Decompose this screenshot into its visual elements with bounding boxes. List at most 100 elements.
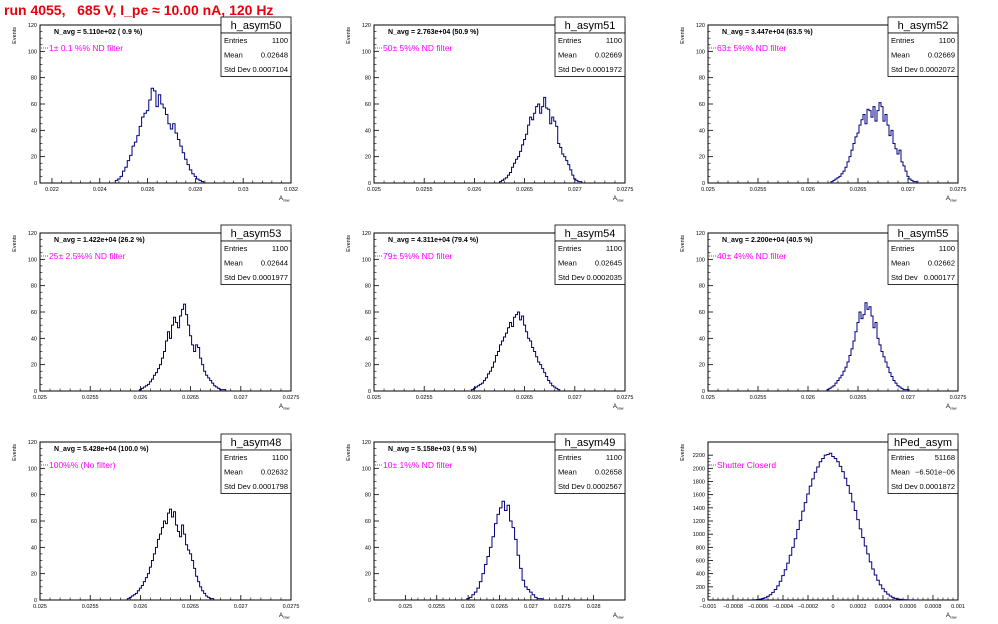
x-tick-label: 0.027 xyxy=(901,187,915,193)
y-tick-label: 40 xyxy=(31,545,37,551)
y-tick-label: 120 xyxy=(362,231,371,237)
stats-label: Mean xyxy=(891,468,910,477)
x-tick-label: 0.0255 xyxy=(750,395,767,401)
y-tick-label: 20 xyxy=(31,155,37,161)
page-title: run 4055, 685 V, I_pe ≈ 10.00 nA, 120 Hz xyxy=(4,2,274,18)
x-axis-label-sub: raw xyxy=(283,198,290,203)
filter-label: 10± 1%% ND filter xyxy=(383,460,453,470)
navg-label: N_avg = 3.447e+04 (63.5 %) xyxy=(722,29,813,36)
stats-label: Mean xyxy=(891,259,910,268)
stats-value: 0.0002567 xyxy=(587,482,622,491)
stats-value: 1100 xyxy=(272,36,288,45)
x-tick-label: 0.026 xyxy=(141,187,155,193)
navg-label: N_avg = 1.422e+04 (26.2 %) xyxy=(54,237,145,244)
x-tick-label: 0.025 xyxy=(367,187,381,193)
stats-label: Entries xyxy=(558,453,582,462)
x-tick-label: 0.0265 xyxy=(850,187,867,193)
x-tick-label: 0.027 xyxy=(234,395,248,401)
histogram-series xyxy=(751,452,915,601)
stats-label: Std Dev xyxy=(891,65,918,74)
histogram-name: h_asym48 xyxy=(231,437,282,449)
stats-value: 0.0002035 xyxy=(587,273,622,282)
x-axis-label-sub: raw xyxy=(950,406,957,411)
y-tick-label: 0 xyxy=(34,598,37,604)
y-tick-label: 80 xyxy=(365,76,371,82)
x-tick-label: 0.028 xyxy=(188,187,202,193)
x-tick-label: 0.0265 xyxy=(491,604,508,610)
y-tick-label: 40 xyxy=(365,336,371,342)
navg-label: N_avg = 2.200e+04 (40.5 %) xyxy=(722,237,813,244)
x-axis-label-sub: raw xyxy=(283,615,290,620)
y-tick-label: 40 xyxy=(365,545,371,551)
filter-label: 50± 5%% ND filter xyxy=(383,43,453,53)
y-tick-label: 40 xyxy=(365,128,371,134)
x-tick-label: 0.024 xyxy=(93,187,107,193)
stats-label: Entries xyxy=(558,244,582,253)
y-tick-label: 0 xyxy=(368,181,371,187)
y-tick-label: 60 xyxy=(365,519,371,525)
y-tick-label: 120 xyxy=(362,23,371,29)
x-tick-label: −0.0002 xyxy=(798,604,818,610)
navg-label: N_avg = 5.110e+02 ( 0.9 %) xyxy=(54,29,142,36)
y-tick-label: 80 xyxy=(31,284,37,290)
y-tick-label: 20 xyxy=(31,363,37,369)
x-tick-label: 0.026 xyxy=(468,187,482,193)
stats-box xyxy=(887,449,959,494)
y-tick-label: 100 xyxy=(28,49,37,55)
y-tick-label: 1400 xyxy=(693,506,705,512)
stats-label: Entries xyxy=(891,244,915,253)
x-tick-label: −0.0004 xyxy=(773,604,793,610)
navg-label: N_avg = 5.158e+03 ( 9.5 %) xyxy=(388,446,477,453)
y-tick-label: 80 xyxy=(365,284,371,290)
x-tick-label: 0.0275 xyxy=(554,604,571,610)
y-tick-label: 120 xyxy=(362,440,371,446)
stats-value: 0.02669 xyxy=(928,51,955,60)
y-axis-label: Events xyxy=(680,27,686,44)
x-tick-label: 0.0255 xyxy=(428,604,445,610)
y-tick-label: 1000 xyxy=(693,532,705,538)
x-tick-label: 0.0255 xyxy=(750,187,767,193)
stats-box xyxy=(220,32,292,77)
y-tick-label: 100 xyxy=(362,466,371,472)
stats-value: 0.02658 xyxy=(595,468,622,477)
y-tick-label: 80 xyxy=(699,284,705,290)
histogram-series xyxy=(126,508,215,600)
stats-label: Mean xyxy=(891,51,910,60)
x-tick-label: 0.025 xyxy=(701,187,715,193)
y-axis-label: Events xyxy=(12,235,18,252)
x-axis-label-sub: raw xyxy=(950,615,957,620)
stats-label: Std Dev xyxy=(224,273,251,282)
histogram-name: h_asym55 xyxy=(898,228,949,240)
stats-label: Entries xyxy=(891,453,915,462)
stats-value: 1100 xyxy=(272,453,288,462)
x-axis-label: Araw xyxy=(613,196,624,203)
y-axis-label: Events xyxy=(346,444,352,461)
x-axis-label-sub: raw xyxy=(617,406,624,411)
x-tick-label: −0.0006 xyxy=(748,604,768,610)
y-axis-label: Events xyxy=(12,444,18,461)
stats-label: Entries xyxy=(224,36,248,45)
stats-value: 0.0001972 xyxy=(587,65,622,74)
y-tick-label: 60 xyxy=(31,519,37,525)
x-axis-label: Araw xyxy=(613,613,624,620)
y-tick-label: 200 xyxy=(696,585,705,591)
y-tick-label: 60 xyxy=(699,310,705,316)
x-tick-label: 0.0002 xyxy=(850,604,867,610)
stats-value: 0.000177 xyxy=(924,273,955,282)
filter-label: 1± 0.1 %% ND filter xyxy=(49,43,123,53)
x-axis-label-sub: raw xyxy=(283,406,290,411)
histogram-panel-4: 0 20 40 60 80 100 120 0.025 0.0255 0.026 0.0265 0.0… xyxy=(12,224,299,411)
y-tick-label: 40 xyxy=(699,336,705,342)
y-tick-label: 40 xyxy=(699,128,705,134)
x-tick-label: 0.022 xyxy=(45,187,59,193)
y-tick-label: 100 xyxy=(696,49,705,55)
stats-value: 0.0001798 xyxy=(253,482,288,491)
stats-label: Entries xyxy=(224,453,248,462)
y-tick-label: 60 xyxy=(365,102,371,108)
x-axis-label: Araw xyxy=(279,613,290,620)
stats-value: 0.0001977 xyxy=(253,273,288,282)
x-tick-label: 0.0004 xyxy=(875,604,892,610)
navg-label: N_avg = 4.311e+04 (79.4 %) xyxy=(388,237,478,244)
stats-label: Entries xyxy=(558,36,582,45)
